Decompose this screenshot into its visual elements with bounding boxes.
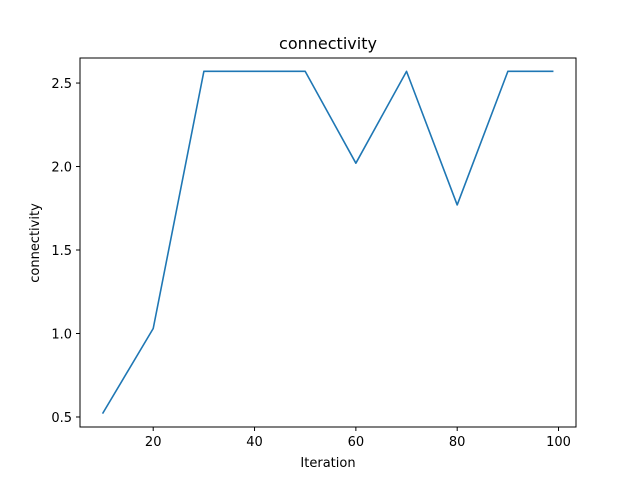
- y-tick-label: 2.5: [51, 77, 72, 92]
- data-point: [254, 71, 256, 73]
- plot-area: [79, 57, 577, 428]
- data-point: [553, 71, 555, 73]
- plot-frame: [79, 57, 577, 428]
- x-axis-label: Iteration: [300, 456, 355, 471]
- data-point: [406, 71, 408, 73]
- data-point: [507, 71, 509, 73]
- x-axis-ticks: 20 40 60 80 100: [145, 427, 571, 450]
- data-layer: [101, 70, 555, 415]
- series-line: [101, 70, 554, 415]
- y-tick-label: 1.0: [51, 327, 72, 342]
- x-tick-label: 20: [145, 435, 162, 450]
- y-tick-label: 0.5: [51, 411, 72, 426]
- y-axis-label: connectivity: [28, 203, 43, 283]
- chart-title: connectivity: [279, 34, 377, 53]
- y-tick-label: 1.5: [51, 244, 72, 259]
- x-tick-label: 60: [348, 435, 365, 450]
- y-tick-label: 2.0: [51, 161, 72, 176]
- data-point: [203, 71, 205, 73]
- data-point: [152, 328, 154, 330]
- y-axis-ticks: 0.5 1.0 1.5 2.0 2.5: [51, 77, 80, 426]
- x-tick-label: 100: [546, 435, 571, 450]
- data-point: [304, 71, 306, 73]
- data-point: [456, 204, 458, 206]
- x-tick-label: 40: [246, 435, 263, 450]
- x-tick-label: 80: [449, 435, 466, 450]
- data-point: [355, 162, 357, 164]
- data-point: [102, 413, 104, 415]
